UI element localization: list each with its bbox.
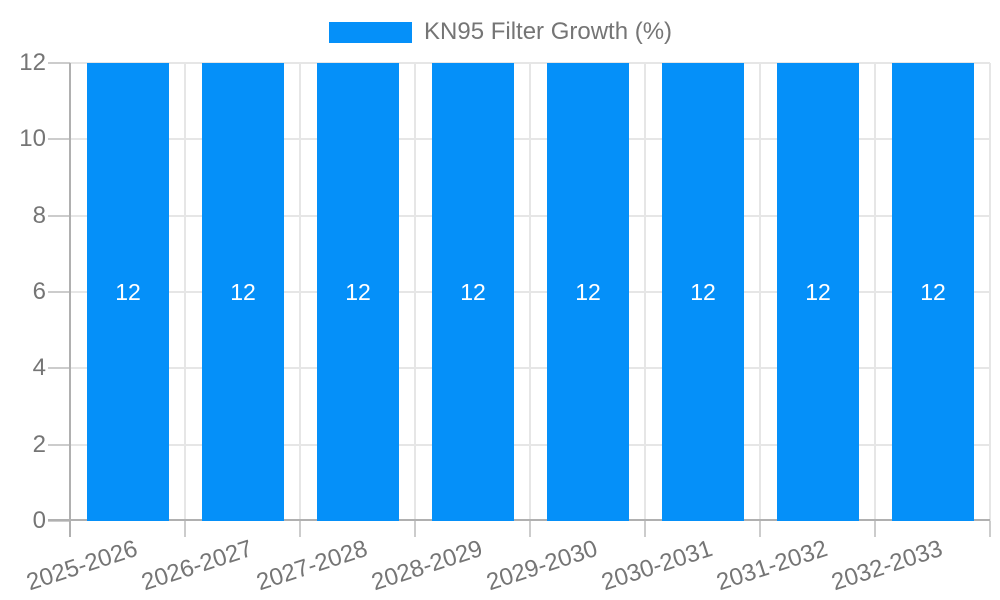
x-tick-label: 2032-2033 xyxy=(828,535,947,597)
x-tick-label: 2029-2030 xyxy=(483,535,602,597)
x-axis-tick xyxy=(184,521,186,537)
y-axis-tick xyxy=(48,138,70,140)
gridline-vertical xyxy=(989,63,991,521)
y-axis-tick xyxy=(48,291,70,293)
x-axis-tick xyxy=(644,521,646,537)
y-axis-tick xyxy=(48,520,70,522)
y-axis-tick xyxy=(48,215,70,217)
gridline-vertical xyxy=(529,63,531,521)
x-axis-tick xyxy=(989,521,991,537)
bar-value-label: 12 xyxy=(460,279,486,305)
y-tick-label: 0 xyxy=(32,507,46,534)
bar xyxy=(777,63,859,521)
x-tick-label: 2026-2027 xyxy=(138,535,257,597)
bar-value-label: 12 xyxy=(230,279,256,305)
y-tick-label: 2 xyxy=(32,431,46,458)
legend-swatch xyxy=(329,21,412,43)
bar-value-label: 12 xyxy=(690,279,716,305)
y-tick-label: 8 xyxy=(32,202,46,229)
x-tick-label: 2028-2029 xyxy=(368,535,487,597)
x-tick-label: 2027-2028 xyxy=(253,535,372,597)
x-axis-line xyxy=(48,519,990,521)
gridline-vertical xyxy=(299,63,301,521)
x-tick-label: 2030-2031 xyxy=(598,535,717,597)
legend: KN95 Filter Growth (%) xyxy=(329,18,673,45)
x-axis-tick xyxy=(874,521,876,537)
legend-label: KN95 Filter Growth (%) xyxy=(424,18,673,45)
bar xyxy=(892,63,974,521)
gridline-vertical xyxy=(759,63,761,521)
gridline-vertical xyxy=(414,63,416,521)
bar xyxy=(432,63,514,521)
bar-value-label: 12 xyxy=(575,279,601,305)
bar xyxy=(662,63,744,521)
x-axis-tick xyxy=(299,521,301,537)
y-tick-label: 10 xyxy=(19,125,46,152)
y-tick-label: 12 xyxy=(19,49,46,76)
gridline-vertical xyxy=(184,63,186,521)
gridline-vertical xyxy=(644,63,646,521)
y-axis-tick xyxy=(48,367,70,369)
bar-value-label: 12 xyxy=(805,279,831,305)
x-axis-tick xyxy=(759,521,761,537)
x-tick-label: 2025-2026 xyxy=(23,535,142,597)
x-tick-label: 2031-2032 xyxy=(713,535,832,597)
gridline-vertical xyxy=(874,63,876,521)
y-tick-label: 6 xyxy=(32,278,46,305)
bar xyxy=(547,63,629,521)
y-axis-tick xyxy=(48,62,70,64)
x-axis-tick xyxy=(414,521,416,537)
bar-value-label: 12 xyxy=(920,279,946,305)
y-axis-line xyxy=(69,63,71,537)
bar xyxy=(202,63,284,521)
bar-value-label: 12 xyxy=(345,279,371,305)
y-tick-label: 4 xyxy=(32,354,46,381)
y-axis-tick xyxy=(48,444,70,446)
bar xyxy=(317,63,399,521)
x-axis-tick xyxy=(529,521,531,537)
bar xyxy=(87,63,169,521)
bar-value-label: 12 xyxy=(115,279,141,305)
